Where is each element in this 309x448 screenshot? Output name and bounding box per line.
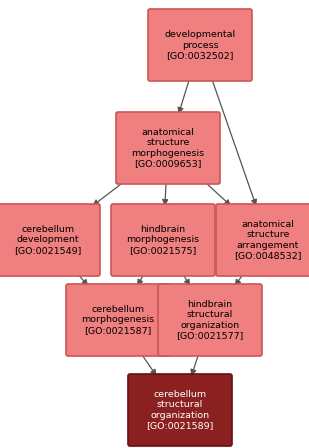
FancyBboxPatch shape <box>216 204 309 276</box>
Text: cerebellum
development
[GO:0021549]: cerebellum development [GO:0021549] <box>14 225 82 255</box>
Text: hindbrain
morphogenesis
[GO:0021575]: hindbrain morphogenesis [GO:0021575] <box>126 225 200 255</box>
Text: developmental
process
[GO:0032502]: developmental process [GO:0032502] <box>164 30 235 60</box>
Text: anatomical
structure
morphogenesis
[GO:0009653]: anatomical structure morphogenesis [GO:0… <box>131 128 205 168</box>
Text: cerebellum
morphogenesis
[GO:0021587]: cerebellum morphogenesis [GO:0021587] <box>82 305 154 335</box>
FancyBboxPatch shape <box>158 284 262 356</box>
FancyBboxPatch shape <box>66 284 170 356</box>
FancyBboxPatch shape <box>128 374 232 446</box>
FancyBboxPatch shape <box>0 204 100 276</box>
Text: anatomical
structure
arrangement
[GO:0048532]: anatomical structure arrangement [GO:004… <box>234 220 302 260</box>
FancyBboxPatch shape <box>116 112 220 184</box>
Text: cerebellum
structural
organization
[GO:0021589]: cerebellum structural organization [GO:0… <box>146 390 214 430</box>
Text: hindbrain
structural
organization
[GO:0021577]: hindbrain structural organization [GO:00… <box>176 300 244 340</box>
FancyBboxPatch shape <box>111 204 215 276</box>
FancyBboxPatch shape <box>148 9 252 81</box>
